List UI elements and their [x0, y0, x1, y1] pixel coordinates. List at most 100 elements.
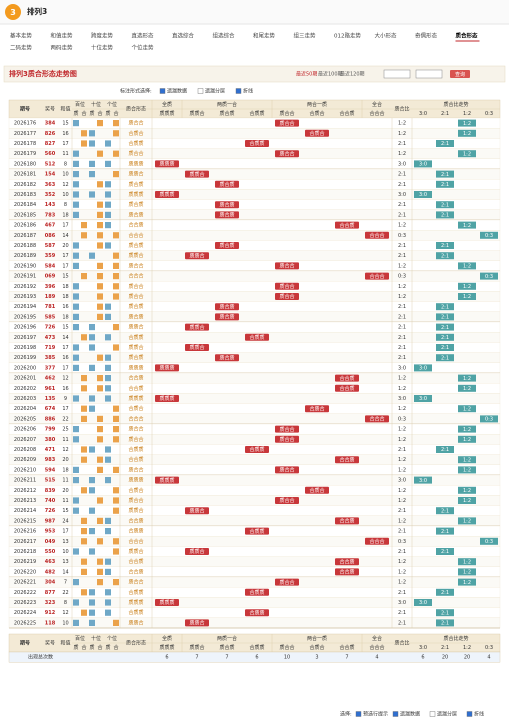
- period: 2026207: [14, 437, 36, 443]
- col-subheader: 合: [81, 644, 86, 651]
- prime-cell: [105, 375, 111, 382]
- pattern-hit: [155, 395, 179, 402]
- pattern-hit: [185, 323, 209, 331]
- nav-tab[interactable]: 大小形态: [375, 32, 398, 40]
- nav-tab[interactable]: 十位走势: [91, 44, 114, 52]
- sum: 18: [62, 294, 68, 300]
- nav-tab[interactable]: 跨度走势: [91, 32, 114, 40]
- nav-tab[interactable]: 组选综合: [213, 32, 236, 40]
- prime-cell: [105, 242, 111, 249]
- nav-tab[interactable]: 二码走势: [10, 44, 33, 52]
- shape: 质质合: [128, 344, 143, 351]
- row-bg: [8, 546, 501, 557]
- composite-cell: [81, 558, 87, 565]
- sum: 10: [62, 620, 68, 626]
- checkbox[interactable]: [392, 711, 399, 717]
- prime-cell: [105, 558, 111, 565]
- pattern-hit: [305, 486, 329, 494]
- shape: 质合质: [128, 242, 143, 249]
- ratio: 1:2: [398, 569, 406, 575]
- checkbox[interactable]: [235, 88, 242, 94]
- col-header: 奖号: [45, 640, 55, 647]
- col-subheader: 质质质: [159, 110, 174, 117]
- nav-tab[interactable]: 两码走势: [51, 44, 74, 52]
- ratio: 2:1: [398, 620, 406, 626]
- nav-tab[interactable]: 012路走势: [334, 32, 361, 40]
- composite-cell: [81, 375, 87, 382]
- shape: 合质质: [128, 609, 143, 616]
- ratio-hit: [458, 517, 476, 525]
- ratio: 1:2: [398, 427, 406, 433]
- nav-tab[interactable]: 直选综合: [172, 32, 195, 40]
- shape: 质质合: [128, 324, 143, 331]
- sum: 10: [62, 172, 68, 178]
- ratio-hit: [436, 140, 454, 147]
- row-bg: [8, 434, 501, 445]
- checkbox[interactable]: [197, 88, 204, 94]
- checkbox[interactable]: [466, 711, 473, 717]
- shape: 合质质: [128, 589, 143, 596]
- draw-number: 674: [45, 406, 56, 412]
- ratio-label: 3:0: [419, 192, 427, 198]
- row-bg: [8, 301, 501, 312]
- shape: 质合合: [128, 497, 143, 504]
- range-link[interactable]: 最近120期: [340, 71, 365, 78]
- composite-cell: [113, 405, 119, 412]
- pattern-hit: [365, 272, 389, 280]
- options-label: 标注形式选择:: [120, 88, 152, 95]
- nav-tab[interactable]: 奇偶形态: [415, 32, 438, 40]
- range-link[interactable]: 最近100期: [318, 71, 343, 78]
- col-subheader: 合合质: [339, 644, 354, 651]
- pattern-label: 质合合: [279, 263, 294, 270]
- range-link[interactable]: 最近50期: [296, 71, 317, 78]
- nav-tab[interactable]: 质合形态: [456, 32, 479, 40]
- draw-number: 359: [45, 253, 56, 259]
- shape: 质质合: [128, 507, 143, 514]
- prime-cell: [89, 507, 95, 514]
- pattern-label: 质合合: [279, 120, 294, 127]
- checkbox[interactable]: [429, 711, 436, 717]
- period-input[interactable]: [383, 69, 411, 79]
- checkbox[interactable]: [159, 88, 166, 94]
- period: 2026182: [14, 182, 36, 188]
- composite-cell: [113, 579, 119, 586]
- col-subheader: 合: [97, 644, 102, 651]
- prime-cell: [73, 364, 79, 371]
- shape: 质质质: [128, 364, 143, 371]
- stats-value: 6: [255, 655, 258, 661]
- draw-number: 515: [45, 478, 56, 484]
- ratio-hit: [458, 374, 476, 382]
- nav-tab[interactable]: 基本走势: [10, 32, 33, 40]
- sum: 15: [62, 274, 68, 280]
- query-button[interactable]: [450, 70, 470, 78]
- draw-number: 594: [45, 467, 56, 473]
- draw-number: 118: [45, 620, 56, 626]
- prime-cell: [105, 456, 111, 463]
- composite-cell: [81, 528, 87, 535]
- ratio: 1:2: [398, 131, 406, 137]
- nav-tab[interactable]: 组三走势: [294, 32, 317, 40]
- nav-tab[interactable]: 和值走势: [51, 32, 74, 40]
- composite-cell: [97, 354, 103, 361]
- row-bg: [8, 250, 501, 261]
- pattern-label: 质质质: [159, 191, 174, 198]
- col-header: 十位: [91, 635, 101, 642]
- nav-tab[interactable]: 个位走势: [132, 44, 155, 52]
- prime-cell: [89, 252, 95, 259]
- nav-tab[interactable]: 直选形态: [132, 32, 155, 40]
- pattern-label: 质质合: [189, 252, 204, 259]
- nav-tab[interactable]: 和尾走势: [253, 32, 276, 40]
- composite-cell: [81, 385, 87, 392]
- period-input[interactable]: [415, 69, 443, 79]
- pattern-label: 质质合: [189, 324, 204, 331]
- checkbox[interactable]: [355, 711, 362, 717]
- prime-cell: [73, 426, 79, 433]
- period: 2026184: [14, 202, 36, 208]
- ratio: 2:1: [398, 610, 406, 616]
- ratio-label: 1:2: [463, 498, 471, 504]
- pattern-hit: [275, 282, 299, 290]
- ratio-hit: [480, 231, 498, 239]
- pattern-hit: [215, 180, 239, 188]
- ratio-label: 2:1: [441, 345, 449, 351]
- col-subheader: 质: [89, 110, 94, 117]
